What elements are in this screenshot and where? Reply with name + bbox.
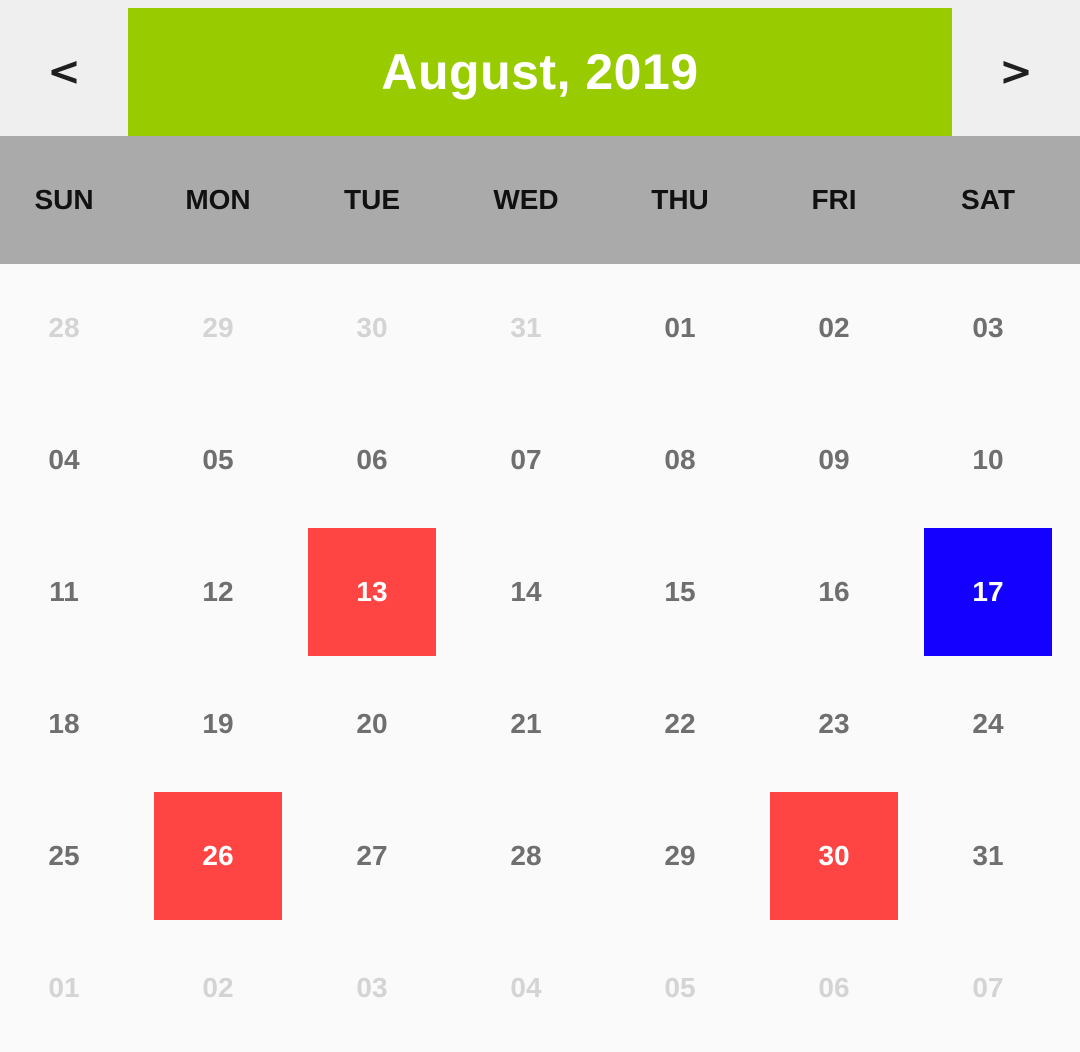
weekday-fri: FRI	[811, 184, 857, 215]
days-grid: 28 29 30 31 01 02 03 04 05 06 07 08 09 10 11 12 13 14 15 16…	[0, 264, 1080, 1052]
day-cell[interactable]: 24	[972, 708, 1004, 739]
day-cell-outside-month[interactable]: 01	[48, 972, 80, 1003]
day-cell[interactable]: 22	[664, 708, 696, 739]
day-cell[interactable]: 07	[510, 444, 542, 475]
day-cell[interactable]: 05	[202, 444, 234, 475]
day-cell[interactable]: 01	[664, 312, 696, 343]
weekday-mon: MON	[185, 184, 251, 215]
day-cell-outside-month[interactable]: 06	[818, 972, 850, 1003]
day-cell-highlighted[interactable]: 13	[308, 528, 436, 656]
day-cell[interactable]: 03	[972, 312, 1004, 343]
day-cell[interactable]: 23	[818, 708, 850, 739]
day-cell[interactable]: 02	[818, 312, 850, 343]
day-cell[interactable]: 10	[972, 444, 1004, 475]
day-cell-outside-month[interactable]: 28	[48, 312, 80, 343]
day-cell[interactable]: 25	[48, 840, 80, 871]
day-cell[interactable]: 08	[664, 444, 696, 475]
weekday-sat: SAT	[961, 184, 1015, 215]
day-cell-outside-month[interactable]: 29	[202, 312, 234, 343]
day-cell[interactable]: 11	[49, 576, 79, 607]
day-cell[interactable]: 18	[48, 708, 80, 739]
weekday-tue: TUE	[344, 184, 400, 215]
day-cell[interactable]: 16	[818, 576, 850, 607]
day-cell-outside-month[interactable]: 02	[202, 972, 234, 1003]
day-cell-outside-month[interactable]: 03	[356, 972, 388, 1003]
weekday-header-row: SUN MON TUE WED THU FRI SAT	[0, 136, 1080, 264]
weekday-thu: THU	[651, 184, 709, 215]
calendar-header: < August, 2019 >	[0, 0, 1080, 136]
weekday-wed: WED	[493, 184, 559, 215]
day-cell[interactable]: 09	[818, 444, 850, 475]
next-month-button[interactable]: >	[999, 49, 1033, 95]
day-cell[interactable]: 14	[510, 576, 542, 607]
day-cell[interactable]: 29	[664, 840, 696, 871]
day-cell[interactable]: 31	[972, 840, 1004, 871]
day-cell-highlighted[interactable]: 30	[770, 792, 898, 920]
day-cell-outside-month[interactable]: 07	[972, 972, 1004, 1003]
day-cell[interactable]: 15	[664, 576, 696, 607]
day-cell[interactable]: 20	[356, 708, 388, 739]
day-cell-outside-month[interactable]: 31	[510, 312, 542, 343]
month-title: August, 2019	[128, 8, 952, 136]
day-cell[interactable]: 19	[202, 708, 234, 739]
prev-month-button[interactable]: <	[47, 49, 81, 95]
day-cell-outside-month[interactable]: 05	[664, 972, 696, 1003]
day-cell-selected[interactable]: 17	[924, 528, 1052, 656]
day-cell[interactable]: 27	[356, 840, 388, 871]
day-cell[interactable]: 04	[48, 444, 80, 475]
weekday-sun: SUN	[34, 184, 94, 215]
day-cell-outside-month[interactable]: 30	[356, 312, 388, 343]
day-cell-outside-month[interactable]: 04	[510, 972, 542, 1003]
day-cell[interactable]: 28	[510, 840, 542, 871]
day-cell[interactable]: 12	[202, 576, 234, 607]
day-cell[interactable]: 06	[356, 444, 388, 475]
day-cell-highlighted[interactable]: 26	[154, 792, 282, 920]
day-cell[interactable]: 21	[510, 708, 542, 739]
